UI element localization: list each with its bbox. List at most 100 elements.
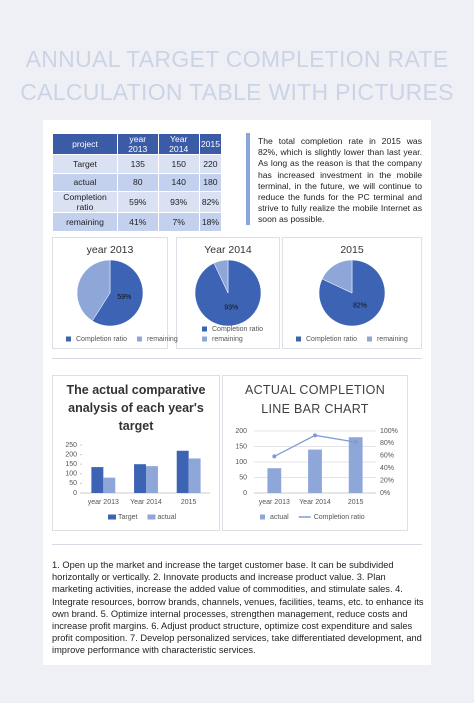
legend-swatch (296, 336, 301, 342)
x-tick-label: Year 2014 (299, 499, 331, 506)
legend-swatch (202, 326, 207, 332)
table-cell: 150 (157, 154, 200, 174)
table-cell: 220 (198, 154, 223, 174)
pie-title: Year 2014 (204, 244, 252, 256)
line-point (353, 440, 358, 445)
notes-text: 1. Open up the market and increase the t… (52, 560, 424, 656)
legend-swatch (108, 514, 116, 520)
y-tick-label: 150 (235, 443, 247, 450)
table-cell: remaining (52, 212, 118, 232)
legend-label: actual (157, 514, 176, 521)
bar (146, 466, 158, 493)
y-tick-label: 150 (65, 461, 77, 468)
legend-label: Target (118, 514, 138, 521)
legend-label: Completion ratio (76, 336, 127, 343)
x-tick-label: year 2013 (259, 499, 290, 506)
y-tick-label: 100 (65, 471, 77, 478)
panel (222, 375, 408, 531)
legend-swatch (260, 514, 265, 520)
pie-slice (321, 259, 353, 294)
divider (52, 358, 422, 359)
legend-swatch (66, 336, 71, 342)
legend-label: Completion ratio (306, 336, 357, 343)
bar (267, 468, 282, 493)
x-tick-label: 2015 (348, 499, 364, 506)
page-title: CALCULATION TABLE WITH PICTURES (20, 79, 454, 105)
y-tick-label: 0 (243, 490, 247, 497)
pie-slice (213, 259, 229, 294)
y-tick-label: 100 (235, 459, 247, 466)
line-point (272, 454, 277, 459)
bar (188, 458, 201, 493)
x-tick-label: year 2013 (88, 499, 119, 506)
divider (52, 544, 422, 545)
bar (134, 464, 146, 493)
table-cell: 18% (198, 212, 223, 232)
table-cell: 93% (157, 191, 200, 213)
legend-swatch (147, 514, 156, 520)
chart-title: ACTUAL COMPLETION LINE BAR CHART (244, 383, 386, 416)
data-table: project year 2013 Year 2014 2015 Target 1… (52, 133, 223, 232)
legend-label: remaining (147, 336, 178, 343)
y-tick-label: 200 (65, 451, 77, 458)
table-cell: 135 (116, 154, 159, 174)
pie-title: year 2013 (87, 244, 134, 256)
bar (348, 437, 363, 493)
table-header: Year 2014 (157, 133, 200, 155)
table-cell: Target (52, 154, 118, 174)
table-header: year 2013 (116, 133, 159, 155)
legend-label: remaining (212, 336, 243, 343)
legend-label: Completion ratio (212, 326, 263, 333)
table-cell: Completion ratio (52, 191, 118, 213)
summary-text: The total completion rate in 2015 was 82… (258, 136, 422, 225)
table-header: 2015 (198, 133, 223, 155)
pie-slice (91, 259, 144, 327)
y-tick-label: 50 (69, 480, 77, 487)
legend-swatch (366, 336, 372, 342)
table-cell: 41% (116, 212, 159, 232)
panel (176, 237, 280, 349)
line-point (313, 433, 317, 438)
bar (91, 467, 104, 493)
pie-title: 2015 (340, 244, 364, 256)
y2-tick-label: 100% (380, 428, 398, 435)
y2-tick-label: 40% (380, 465, 394, 472)
pie-label: 93% (224, 304, 238, 311)
table-cell: 80 (116, 172, 159, 192)
y-tick-label: 200 (235, 428, 247, 435)
bar (308, 449, 322, 493)
bar (103, 477, 116, 493)
legend-label: actual (270, 514, 289, 521)
table-cell: 82% (198, 191, 223, 213)
page-title: ANNUAL TARGET COMPLETION RATE (25, 46, 449, 72)
chart-title: The actual comparative analysis of each … (66, 383, 206, 433)
table-header: project (52, 133, 118, 155)
y2-tick-label: 0% (380, 490, 390, 497)
legend-swatch (202, 336, 207, 342)
panel (282, 237, 422, 349)
bar (176, 450, 189, 493)
y-tick-label: 0 (73, 490, 77, 497)
table-cell: 140 (157, 172, 200, 192)
pie-label: 82% (353, 302, 367, 309)
legend-label: Completion ratio (314, 514, 365, 521)
y2-tick-label: 80% (380, 440, 394, 447)
panel (52, 237, 168, 349)
x-tick-label: 2015 (181, 499, 197, 506)
pie-label: 59% (117, 294, 131, 301)
y2-tick-label: 60% (380, 453, 394, 460)
legend-label: remaining (377, 336, 408, 343)
accent-bar (246, 133, 250, 225)
panel (52, 375, 220, 531)
table-cell: 180 (198, 172, 223, 192)
table-cell: 7% (157, 212, 200, 232)
y-tick-label: 250 (65, 442, 77, 449)
pie-slice (76, 259, 111, 322)
table-cell: 59% (116, 191, 159, 213)
y2-tick-label: 20% (380, 477, 394, 484)
legend-swatch (136, 336, 142, 342)
x-tick-label: Year 2014 (130, 499, 162, 506)
y-tick-label: 50 (239, 474, 247, 481)
